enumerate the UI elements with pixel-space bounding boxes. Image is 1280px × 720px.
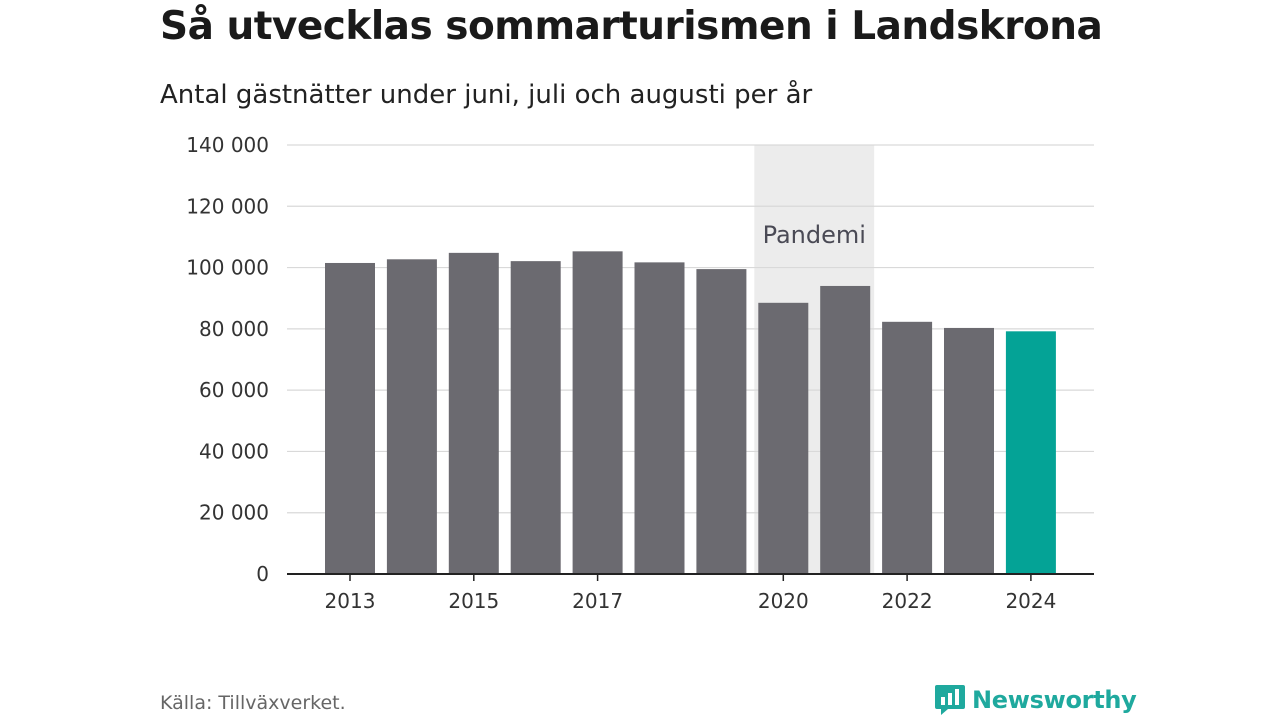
bar-2021: [820, 285, 871, 574]
bar-2023: [944, 327, 994, 574]
y-tick-label: 120 000: [186, 194, 269, 218]
x-tick-label: 2013: [325, 589, 376, 613]
brand-name: Newsworthy: [972, 686, 1137, 714]
pandemic-label: Pandemi: [763, 221, 866, 249]
bar-chart: 0 20 000 40 000 60 000 80 000 100 000 120 000 1…: [186, 133, 1094, 613]
x-tick-label: 2015: [448, 589, 499, 613]
bar-2013: [325, 262, 375, 574]
y-tick-label: 140 000: [186, 133, 269, 157]
y-tick-label: 80 000: [199, 317, 269, 341]
newsworthy-logo-icon: [935, 685, 965, 715]
x-tick-label: 2024: [1005, 589, 1056, 613]
bar-2014: [386, 259, 437, 574]
bar-2022: [882, 321, 933, 574]
bar-2019: [696, 269, 747, 574]
bar-2024: [1005, 331, 1056, 574]
x-tick-label: 2020: [758, 589, 809, 613]
brand-logo: Newsworthy: [934, 683, 1137, 717]
y-tick-label: 0: [256, 562, 269, 586]
y-tick-label: 60 000: [199, 378, 269, 402]
source-note: Källa: Tillväxverket.: [160, 692, 346, 714]
bar-2017: [572, 251, 623, 574]
bar-2020: [758, 302, 809, 574]
x-tick-label: 2022: [882, 589, 933, 613]
x-tick-label: 2017: [572, 589, 623, 613]
chart-subtitle: Antal gästnätter under juni, juli och au…: [160, 80, 813, 110]
bar-2018: [634, 262, 685, 574]
y-tick-label: 100 000: [186, 256, 269, 280]
y-tick-label: 40 000: [199, 439, 269, 463]
chart-title: Så utvecklas sommarturismen i Landskrona: [160, 4, 1103, 49]
y-tick-label: 20 000: [199, 501, 269, 525]
bar-2016: [510, 261, 561, 574]
bar-2015: [448, 252, 499, 574]
